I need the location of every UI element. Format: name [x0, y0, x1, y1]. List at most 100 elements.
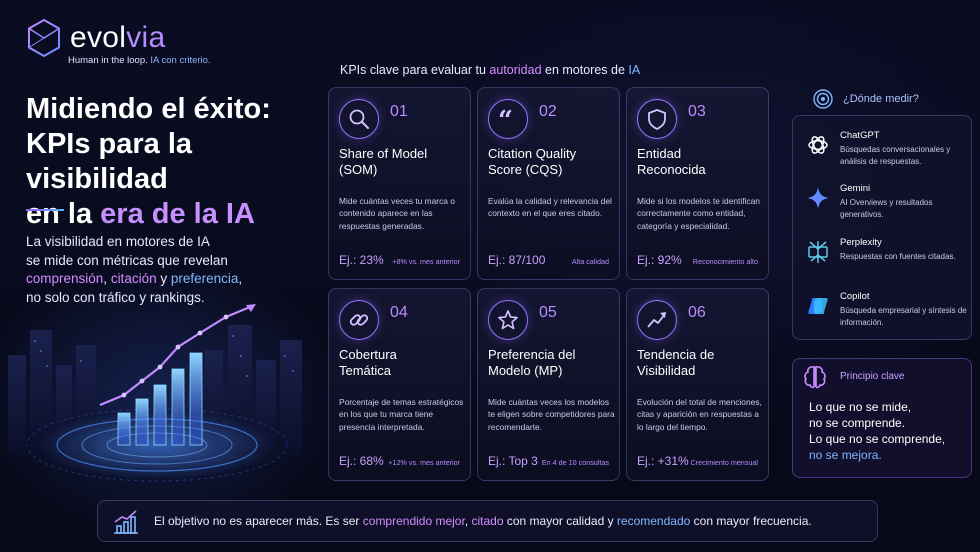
tool-name: Perplexity: [840, 237, 882, 248]
hexagon-logo-icon: [28, 18, 60, 58]
tool-description: Búsquedas conversacionales y análisis de…: [840, 145, 951, 166]
tool-name: ChatGPT: [840, 130, 880, 141]
kpi-description: Porcentaje de temas estratégicos en los …: [339, 397, 464, 432]
main-title: Midiendo el éxito: KPIs para la visibili…: [26, 92, 326, 232]
kpi-example: Ej.: 87/100: [488, 253, 546, 267]
kpi-example: Ej.: 23%: [339, 253, 384, 267]
star-icon: [488, 300, 528, 340]
kpi-description: Evolución del total de menciones, citas …: [637, 397, 762, 432]
section-head-b: autoridad: [489, 63, 542, 77]
kpi-example: Ej.: 68%: [339, 454, 384, 468]
kpi-note: Crecimiento mensual: [690, 458, 758, 467]
brain-icon: [804, 366, 826, 389]
kpi-title: Citation Quality Score (CQS): [488, 146, 577, 177]
kpi-card-05[interactable]: 05 Preferencia del Modelo (MP) Mide cuán…: [477, 288, 620, 481]
tool-description: Búsqueda empresarial y síntesis de infor…: [840, 306, 967, 327]
title-line-3: en la era de la IA: [26, 197, 326, 232]
principle-line-2: no se comprende.: [809, 416, 906, 430]
intro-line-3: comprensión, citación y preferencia,: [26, 270, 286, 289]
intro-sep-3: ,: [238, 271, 243, 286]
logo-text-a: evol: [70, 21, 127, 54]
tagline-a: Human in the loop.: [68, 55, 148, 66]
intro-sep-1: ,: [103, 271, 111, 286]
kpi-number: 04: [390, 304, 408, 321]
title-line-2: KPIs para la visibilidad: [26, 128, 193, 195]
chatgpt-icon: [805, 132, 831, 158]
brand-logo[interactable]: evolvia: [26, 18, 165, 58]
kpi-description: Mide si los modelos te identifican corre…: [637, 196, 760, 231]
where-heading: ¿Dónde medir?: [812, 88, 919, 110]
intro-word-comprension: comprensión: [26, 271, 104, 286]
kpi-number: 03: [688, 103, 706, 120]
principle-line-3: Lo que no se comprende,: [809, 432, 946, 446]
intro-line-2: se mide con métricas que revelan: [26, 252, 228, 268]
kpi-example: Ej.: 92%: [637, 253, 682, 267]
bottom-statement: El objetivo no es aparecer más. Es ser c…: [154, 514, 812, 528]
bottom-banner: El objetivo no es aparecer más. Es ser c…: [97, 500, 878, 542]
footer-citado: citado: [471, 514, 504, 528]
kpi-card-02[interactable]: “ 02 Citation Quality Score (CQS) Evalúa…: [477, 87, 620, 280]
title-accent: era de la IA: [100, 198, 255, 230]
intro-word-citacion: citación: [110, 271, 157, 286]
section-heading: KPIs clave para evaluar tu autoridad en …: [340, 63, 640, 77]
title-divider: [26, 209, 64, 211]
kpi-note: +8% vs. mes anterior: [392, 257, 460, 266]
kpi-title: Tendencia de Visibilidad: [637, 347, 715, 378]
bar-chart-growth-icon: [114, 510, 138, 534]
kpi-number: 02: [539, 103, 557, 120]
kpi-description: Evalúa la calidad y relevancia del conte…: [488, 196, 612, 219]
tagline: Human in the loop. IA con criterio.: [68, 55, 211, 66]
key-principle-box: Principio clave Lo que no se mide, no se…: [792, 358, 972, 478]
kpi-card-06[interactable]: 06 Tendencia de Visibilidad Evolución de…: [626, 288, 769, 481]
search-icon: [339, 99, 379, 139]
kpi-number: 06: [688, 304, 706, 321]
kpi-title: Share of Model (SOM): [339, 146, 428, 177]
link-icon: [339, 300, 379, 340]
shield-icon: [637, 99, 677, 139]
intro-word-preferencia: preferencia: [170, 271, 239, 286]
quote-icon: “: [488, 99, 528, 139]
title-line-3a: en la: [26, 198, 101, 230]
footer-part-1: El objetivo no es aparecer más. Es ser: [154, 514, 363, 528]
footer-part-5: con mayor calidad y: [503, 514, 617, 528]
intro-line-1: La visibilidad en motores de IA: [26, 234, 210, 249]
where-heading-text: ¿Dónde medir?: [843, 93, 919, 105]
kpi-number: 05: [539, 304, 557, 321]
kpi-description: Mide cuántas veces los modelos te eligen…: [488, 397, 615, 432]
section-head-c: en motores de: [541, 63, 629, 77]
intro-paragraph: La visibilidad en motores de IA se mide …: [26, 233, 286, 307]
footer-part-7: con mayor frecuencia.: [690, 514, 812, 528]
kpi-note: En 4 de 10 consultas: [541, 458, 609, 467]
intro-line-4: no solo con tráfico y rankings.: [26, 289, 205, 305]
kpi-example: Ej.: +31%: [637, 454, 689, 468]
kpi-title: Cobertura Temática: [339, 347, 397, 378]
tool-description: Respuestas con fuentes citadas.: [840, 252, 956, 261]
tool-name: Gemini: [840, 183, 871, 194]
tool-description: AI Overviews y resultados generativos.: [840, 198, 933, 219]
target-icon: [813, 89, 833, 109]
tool-name: Copilot: [840, 291, 870, 302]
tools-panel: ChatGPT Búsquedas conversacionales y aná…: [792, 115, 972, 340]
kpi-card-03[interactable]: 03 Entidad Reconocida Mide si los modelo…: [626, 87, 769, 280]
title-line-1: Midiendo el éxito:: [26, 93, 271, 125]
kpi-card-04[interactable]: 04 Cobertura Temática Porcentaje de tema…: [328, 288, 471, 481]
gemini-sparkle-icon: [805, 185, 831, 211]
section-head-d: IA: [628, 63, 641, 77]
principle-line-4: no se mejora.: [809, 448, 882, 462]
principle-heading: Principio clave: [840, 371, 905, 382]
footer-recomendado: recomendado: [616, 514, 691, 528]
kpi-example: Ej.: Top 3: [488, 454, 538, 468]
kpi-description: Mide cuántas veces tu marca o contenido …: [339, 196, 455, 231]
tagline-b: IA con criterio.: [150, 55, 211, 66]
kpi-card-01[interactable]: 01 Share of Model (SOM) Mide cuántas vec…: [328, 87, 471, 280]
footer-part-3: ,: [464, 514, 472, 528]
perplexity-icon: [805, 239, 831, 265]
principle-line-1: Lo que no se mide,: [809, 400, 912, 414]
logo-wordmark: evolvia: [70, 21, 165, 55]
kpi-note: Alta calidad: [571, 257, 609, 266]
kpi-number: 01: [390, 103, 408, 120]
logo-text-b: via: [126, 21, 166, 54]
section-head-a: KPIs clave para evaluar tu: [340, 63, 490, 77]
kpi-title: Preferencia del Modelo (MP): [488, 347, 576, 378]
copilot-icon: [805, 293, 831, 319]
